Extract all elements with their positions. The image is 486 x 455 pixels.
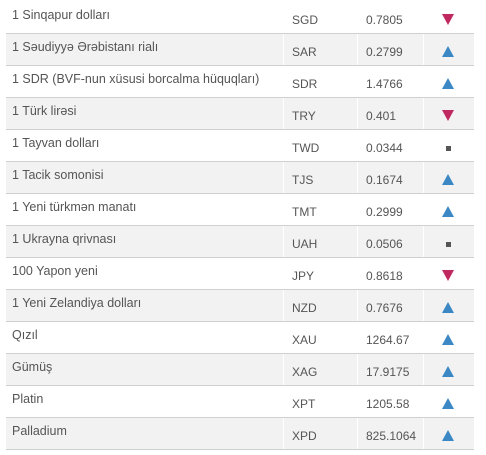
table-row: 1 Tacik somonisi TJS 0.1674 <box>6 162 474 194</box>
currency-name: 1 Tayvan dolları <box>6 130 284 161</box>
table-row: 100 Yapon yeni JPY 0.8618 <box>6 258 474 290</box>
currency-rate: 1.4766 <box>358 66 424 97</box>
up-triangle-icon <box>442 46 454 57</box>
currency-rates-table: 1 Sinqapur dolları SGD 0.7805 1 Səudiyyə… <box>6 2 474 450</box>
table-row: 1 Yeni Zelandiya dolları NZD 0.7676 <box>6 290 474 322</box>
currency-name: 1 Ukrayna qrivnası <box>6 226 284 257</box>
currency-code: XPT <box>284 386 358 417</box>
currency-rate: 0.7676 <box>358 290 424 321</box>
table-row: 1 Səudiyyə Ərəbistanı rialı SAR 0.2799 <box>6 34 474 66</box>
up-triangle-icon <box>442 334 454 345</box>
trend-cell <box>424 66 474 97</box>
currency-rate: 825.1064 <box>358 418 424 449</box>
table-row: Gümüş XAG 17.9175 <box>6 354 474 386</box>
trend-cell <box>424 162 474 193</box>
table-row: 1 Sinqapur dolları SGD 0.7805 <box>6 2 474 34</box>
square-icon <box>446 146 451 151</box>
currency-name: Platin <box>6 386 284 417</box>
currency-name: 1 Yeni türkmən manatı <box>6 194 284 225</box>
currency-name: 1 SDR (BVF-nun xüsusi borcalma hüquqları… <box>6 66 284 97</box>
trend-cell <box>424 386 474 417</box>
currency-code: XPD <box>284 418 358 449</box>
table-row: 1 Yeni türkmən manatı TMT 0.2999 <box>6 194 474 226</box>
currency-rate: 0.0506 <box>358 226 424 257</box>
currency-rate: 0.8618 <box>358 258 424 289</box>
currency-code: UAH <box>284 226 358 257</box>
currency-rate: 0.0344 <box>358 130 424 161</box>
table-row: Qızıl XAU 1264.67 <box>6 322 474 354</box>
currency-code: JPY <box>284 258 358 289</box>
trend-cell <box>424 226 474 257</box>
trend-cell <box>424 290 474 321</box>
table-row: Palladium XPD 825.1064 <box>6 418 474 450</box>
currency-rate: 0.2799 <box>358 34 424 65</box>
trend-cell <box>424 194 474 225</box>
currency-code: SGD <box>284 2 358 33</box>
currency-name: 1 Tacik somonisi <box>6 162 284 193</box>
trend-cell <box>424 2 474 33</box>
up-triangle-icon <box>442 302 454 313</box>
table-row: 1 Ukrayna qrivnası UAH 0.0506 <box>6 226 474 258</box>
up-triangle-icon <box>442 430 454 441</box>
currency-code: NZD <box>284 290 358 321</box>
currency-name: 1 Türk lirəsi <box>6 98 284 129</box>
currency-code: XAG <box>284 354 358 385</box>
up-triangle-icon <box>442 366 454 377</box>
up-triangle-icon <box>442 206 454 217</box>
up-triangle-icon <box>442 78 454 89</box>
currency-rate: 0.1674 <box>358 162 424 193</box>
up-triangle-icon <box>442 174 454 185</box>
table-row: 1 Türk lirəsi TRY 0.401 <box>6 98 474 130</box>
currency-rate: 1205.58 <box>358 386 424 417</box>
currency-rate: 17.9175 <box>358 354 424 385</box>
currency-code: TMT <box>284 194 358 225</box>
currency-code: TWD <box>284 130 358 161</box>
trend-cell <box>424 130 474 161</box>
down-triangle-icon <box>442 270 454 281</box>
currency-code: SDR <box>284 66 358 97</box>
currency-code: TRY <box>284 98 358 129</box>
currency-code: XAU <box>284 322 358 353</box>
table-row: 1 Tayvan dolları TWD 0.0344 <box>6 130 474 162</box>
table-row: Platin XPT 1205.58 <box>6 386 474 418</box>
currency-name: Palladium <box>6 418 284 449</box>
down-triangle-icon <box>442 14 454 25</box>
trend-cell <box>424 98 474 129</box>
currency-rate: 0.401 <box>358 98 424 129</box>
currency-code: TJS <box>284 162 358 193</box>
currency-name: 1 Sinqapur dolları <box>6 2 284 33</box>
table-row: 1 SDR (BVF-nun xüsusi borcalma hüquqları… <box>6 66 474 98</box>
currency-name: 1 Yeni Zelandiya dolları <box>6 290 284 321</box>
currency-rate: 0.2999 <box>358 194 424 225</box>
trend-cell <box>424 354 474 385</box>
down-triangle-icon <box>442 110 454 121</box>
currency-name: Qızıl <box>6 322 284 353</box>
trend-cell <box>424 322 474 353</box>
trend-cell <box>424 34 474 65</box>
currency-rate: 1264.67 <box>358 322 424 353</box>
square-icon <box>446 242 451 247</box>
currency-code: SAR <box>284 34 358 65</box>
up-triangle-icon <box>442 398 454 409</box>
currency-name: Gümüş <box>6 354 284 385</box>
trend-cell <box>424 258 474 289</box>
currency-rate: 0.7805 <box>358 2 424 33</box>
trend-cell <box>424 418 474 449</box>
currency-name: 100 Yapon yeni <box>6 258 284 289</box>
currency-name: 1 Səudiyyə Ərəbistanı rialı <box>6 34 284 65</box>
